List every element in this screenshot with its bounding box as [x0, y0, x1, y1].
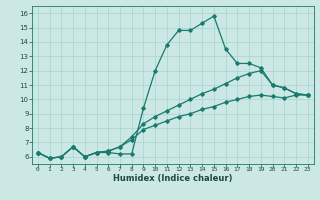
- X-axis label: Humidex (Indice chaleur): Humidex (Indice chaleur): [113, 174, 233, 183]
